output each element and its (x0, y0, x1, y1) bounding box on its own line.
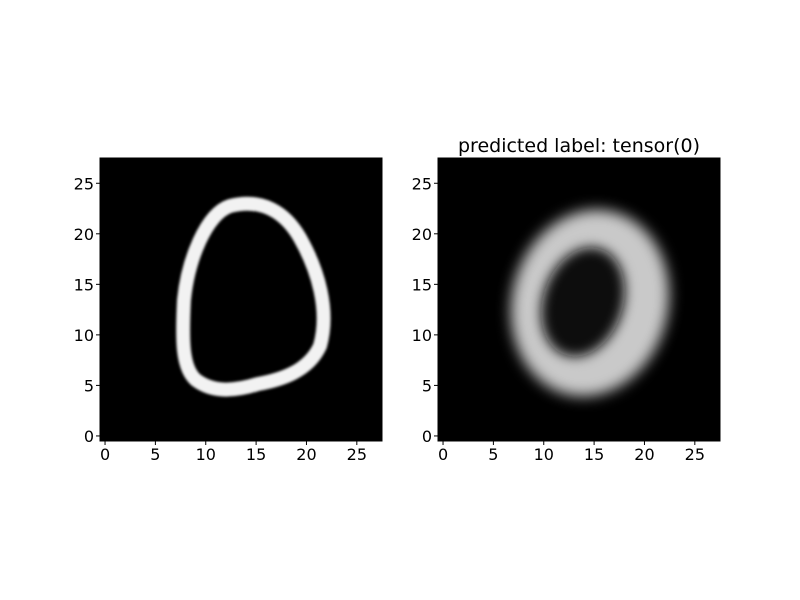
y-tick-label: 15 (412, 275, 432, 294)
x-tick-label: 0 (100, 445, 110, 464)
x-tick-label: 25 (347, 445, 367, 464)
x-tick-label: 25 (685, 445, 705, 464)
input-axes-frame (99, 157, 383, 442)
x-tick-label: 20 (296, 445, 316, 464)
x-tick-label: 15 (584, 445, 604, 464)
x-tick-label: 20 (634, 445, 654, 464)
y-tick-label: 5 (422, 376, 432, 395)
input-digit-panel: 0 5 10 15 20 25 0 5 10 15 20 25 (74, 157, 383, 464)
reconstructed-digit-image (510, 209, 670, 397)
y-tick-label: 10 (412, 326, 432, 345)
y-tick-label: 10 (74, 326, 94, 345)
y-tick-label: 20 (412, 225, 432, 244)
y-tick-label: 25 (74, 174, 94, 193)
reconstruction-panel: 0 5 10 15 20 25 0 5 10 15 20 25 predicted label: te… (412, 135, 721, 464)
reconstruction-panel-title: predicted label: tensor(0) (458, 135, 700, 157)
reconstruction-axes-ticks: 0 5 10 15 20 25 0 5 10 15 20 25 (412, 174, 705, 464)
input-axes-ticks: 0 5 10 15 20 25 0 5 10 15 20 25 (74, 174, 367, 464)
x-tick-label: 15 (246, 445, 266, 464)
y-tick-label: 20 (74, 225, 94, 244)
x-tick-label: 0 (438, 445, 448, 464)
y-tick-label: 25 (412, 174, 432, 193)
y-tick-label: 0 (422, 427, 432, 446)
y-tick-label: 15 (74, 275, 94, 294)
reconstruction-axes-frame (437, 157, 721, 442)
x-tick-label: 5 (488, 445, 498, 464)
x-tick-label: 10 (196, 445, 216, 464)
input-digit-image (176, 196, 331, 397)
y-tick-label: 0 (84, 427, 94, 446)
y-tick-label: 5 (84, 376, 94, 395)
x-tick-label: 5 (150, 445, 160, 464)
x-tick-label: 10 (534, 445, 554, 464)
